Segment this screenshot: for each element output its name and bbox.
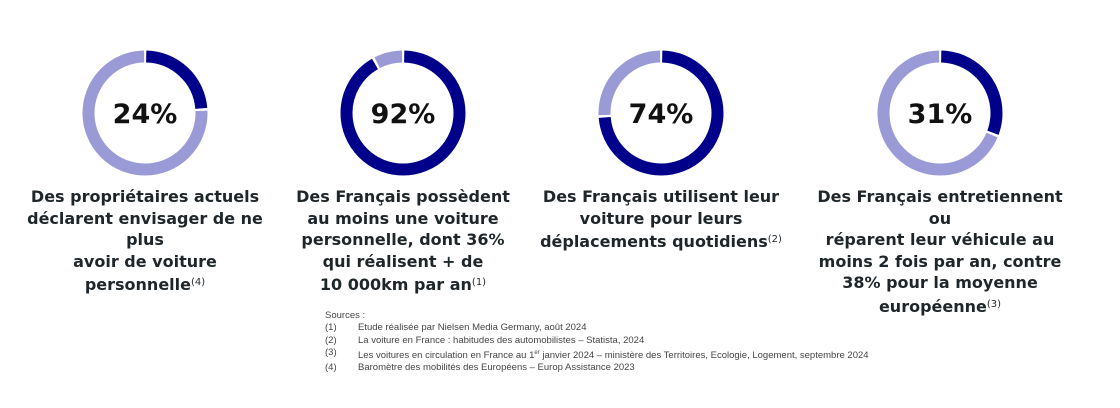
description-line: Des propriétaires actuels [30,187,260,206]
description-line: 38% pour la moyenne [842,273,1038,292]
description-line: européenne [878,296,987,316]
stat-card: 24% Des propriétaires actuels déclarent en… [15,48,275,296]
donut-filled-segment [877,50,1003,176]
source-reference: (1) [471,277,487,288]
percentage-value: 31% [908,99,973,130]
stat-card: 74% Des Français utilisent leur voiture po… [531,48,791,253]
stat-card: 31% Des Français entretiennent ou réparent… [810,48,1070,317]
percentage-value: 92% [371,99,436,130]
donut-filled-segment [598,50,724,176]
percentage-value: 74% [629,99,694,130]
stat-description: Des Français entretiennent ou réparent le… [810,186,1070,317]
stat-description: Des Français possèdent au moins une voitu… [273,186,533,296]
source-item: (1) Etude réalisée par Nielsen Media Germ… [325,322,587,334]
donut-filled-segment [340,50,466,176]
description-line: personnelle, dont 36% [301,230,505,249]
source-reference: (3) [986,298,1002,310]
description-line: Des Français possèdent [296,187,510,206]
donut-remaining-segment [877,50,1003,176]
source-item: (2) La voiture en France : habitudes des … [325,334,645,346]
percentage-value: 24% [113,99,178,130]
stat-description: Des Français utilisent leur voiture pour … [531,186,791,253]
donut-chart: 31% [877,50,1003,176]
description-line: déplacements quotidiens [540,232,768,251]
description-line: qui réalisent + de [322,251,484,271]
description-line: Des Français entretiennent ou [817,187,1063,228]
description-line: moins 2 fois par an, contre [818,251,1062,271]
donut-remaining-segment [598,50,724,176]
stat-description: Des propriétaires actuels déclarent envis… [15,186,275,296]
donut-remaining-segment [82,50,208,176]
donut-chart: 74% [598,50,724,176]
description-line: avoir de voiture personnelle [73,251,217,295]
description-line: déclarent envisager de ne plus [27,208,263,250]
source-reference: (4) [191,277,206,288]
stat-card: 92% Des Français possèdent au moins une vo… [273,48,533,296]
source-reference: (2) [767,234,782,245]
description-line: réparent leur véhicule au [825,230,1055,249]
description-line: voiture pour leurs [579,208,743,228]
description-line: au moins une voiture [307,208,499,228]
source-item: (3) Les voitures en circulation en France… [325,346,869,362]
donut-chart: 92% [340,50,466,176]
sources: Sources : (1) Etude réalisée par Nielsen … [325,310,869,375]
source-item: (4) Baromètre des mobilités des Européens… [325,362,635,374]
description-line: Des Français utilisent leur [542,187,780,206]
description-line: 10 000km par an [319,275,472,294]
donut-chart: 24% [82,50,208,176]
sources-title: Sources : [325,310,366,321]
